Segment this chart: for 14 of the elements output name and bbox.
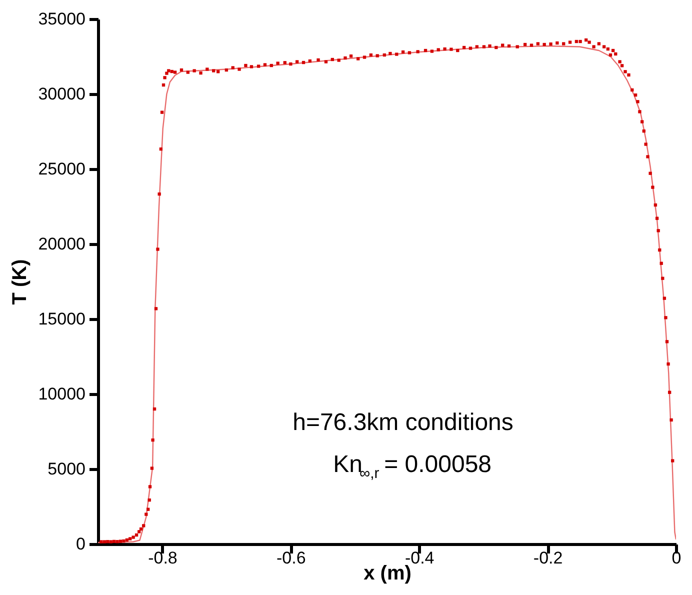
annotation: h=76.3km conditions: [292, 409, 514, 436]
y-tick-label: 10000: [38, 384, 86, 404]
y-tick-label: 35000: [38, 10, 86, 28]
x-tick-label: -0.8: [148, 548, 178, 568]
y-axis-title: T (K): [9, 259, 32, 305]
y-tick-label: 5000: [48, 460, 86, 478]
y-tick-label: 30000: [38, 84, 86, 104]
y-tick-label: 0: [76, 534, 86, 554]
y-tick-label: 25000: [38, 160, 86, 178]
x-axis-title: x (m): [364, 562, 412, 584]
y-tick-label: 20000: [38, 234, 86, 254]
x-tick-label: -0.2: [533, 548, 563, 568]
x-tick-label: -0.6: [276, 548, 306, 568]
y-tick-label: 15000: [38, 310, 86, 328]
